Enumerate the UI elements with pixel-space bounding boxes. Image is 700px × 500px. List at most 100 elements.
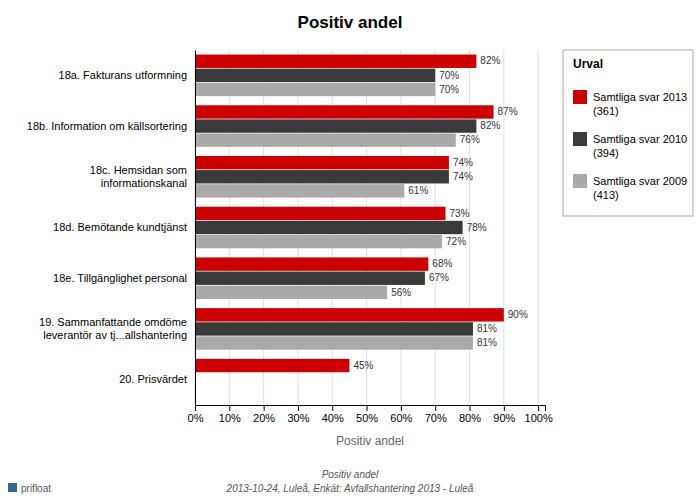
x-tick: 30% [287, 405, 309, 424]
x-tick-mark [264, 405, 265, 411]
data-label: 76% [460, 134, 480, 145]
bar [195, 156, 449, 169]
footer: Positiv andel [322, 469, 379, 480]
x-tick: 10% [219, 405, 241, 424]
bar [195, 133, 456, 146]
data-label: 70% [439, 84, 459, 95]
bar [195, 257, 428, 270]
y-tick-label: 18e. Tillgänglighet personal [53, 272, 187, 284]
bar [195, 286, 387, 299]
bar [195, 308, 504, 321]
bar [195, 119, 476, 132]
bar [195, 359, 349, 372]
x-tick-label: 30% [287, 412, 309, 424]
data-label: 74% [453, 157, 473, 168]
x-tick-label: 90% [493, 412, 515, 424]
x-tick: 100% [525, 405, 553, 424]
x-tick: 50% [356, 405, 378, 424]
y-tick: 19. Sammanfattande omdömeleverantör av t… [39, 316, 195, 341]
legend: Urval Samtliga svar 2013(361) Samtliga sva… [563, 50, 693, 216]
legend-swatch [573, 174, 587, 188]
grid-line [538, 50, 539, 405]
data-label: 73% [449, 208, 469, 219]
bar [195, 55, 476, 68]
legend-item: Samtliga svar 2009(413) [573, 174, 687, 201]
x-tick-label: 50% [356, 412, 378, 424]
title: Positiv andel [298, 13, 403, 32]
grid [195, 50, 538, 405]
x-tick-label: 40% [322, 412, 344, 424]
data-label: 45% [353, 360, 373, 371]
bar [195, 105, 494, 118]
x-tick-label: 10% [219, 412, 241, 424]
y-tick: 18b. Information om källsortering [27, 120, 195, 132]
x-tick: 60% [390, 405, 412, 424]
data-label: 82% [480, 120, 500, 131]
bar [195, 69, 435, 82]
y-tick: 18d. Bemötande kundtjänst [53, 221, 195, 233]
legend-swatch [573, 90, 587, 104]
x-tick-label: 20% [253, 412, 275, 424]
footer: 2013-10-24, Luleå, Enkät: Avfallshanteri… [226, 483, 474, 494]
x-tick-label: 60% [390, 412, 412, 424]
logo-mark [8, 483, 17, 492]
x-tick-mark [367, 405, 368, 411]
data-label: 67% [429, 272, 449, 283]
x-tick-mark [195, 405, 196, 411]
y-tick-label: 18a. Fakturans utformning [59, 69, 187, 81]
x-tick-label: 100% [525, 412, 553, 424]
y-tick-label: 18c. Hemsidan sominformationskanal [90, 164, 187, 189]
y-tick-label: 18d. Bemötande kundtjänst [53, 221, 187, 233]
x-tick-label: 80% [459, 412, 481, 424]
x-tick-mark [229, 405, 230, 411]
bars [195, 55, 504, 373]
x-tick: 70% [425, 405, 447, 424]
legend-label: Samtliga svar 2013(361) [593, 91, 687, 117]
bar [195, 207, 445, 220]
bar [195, 221, 463, 234]
data-label: 78% [467, 222, 487, 233]
y-tick-label: 20. Prisvärdet [119, 373, 187, 385]
y-tick: 18a. Fakturans utformning [59, 69, 195, 81]
x-tick: 20% [253, 405, 275, 424]
data-label: 81% [477, 323, 497, 334]
legend-label: Samtliga svar 2010(394) [593, 133, 687, 159]
data-label: 81% [477, 337, 497, 348]
legend-box [563, 50, 693, 216]
bar [195, 184, 404, 197]
y-axis-line [195, 51, 196, 406]
bar [195, 272, 425, 285]
x-axis-title: Positiv andel [336, 434, 404, 448]
x-tick-mark [332, 405, 333, 411]
data-labels: 45%90%68%73%74%87%82%81%67%78%74%82%70%8… [353, 55, 528, 370]
y-tick-label: 19. Sammanfattande omdömeleverantör av t… [39, 316, 187, 341]
x-tick-mark [298, 405, 299, 411]
x-tick-mark [470, 405, 471, 411]
y-axis: 20. Prisvärdet 19. Sammanfattande omdömel… [27, 51, 196, 406]
data-label: 70% [439, 70, 459, 81]
bar [195, 235, 442, 248]
x-axis: 0% 10% 20% 30% 40% 50% 60% 70% 80% 90% 100% [188, 405, 553, 424]
y-tick-label: 18b. Information om källsortering [27, 120, 187, 132]
data-label: 56% [391, 287, 411, 298]
chart: Positiv andel45%90%68%73%74%87%82%81%67%… [0, 0, 700, 500]
bar [195, 83, 435, 96]
data-label: 61% [408, 185, 428, 196]
grid-line [195, 50, 196, 405]
x-tick-mark [504, 405, 505, 411]
data-label: 74% [453, 171, 473, 182]
x-tick-mark [538, 405, 539, 411]
x-tick-label: 70% [425, 412, 447, 424]
legend-label: Samtliga svar 2009(413) [593, 175, 687, 201]
grid-line [503, 50, 504, 405]
x-tick: 0% [188, 405, 204, 424]
data-label: 82% [480, 55, 500, 66]
x-tick: 80% [459, 405, 481, 424]
data-label: 72% [446, 236, 466, 247]
x-axis-line [196, 406, 546, 412]
bar [195, 336, 473, 349]
legend-title: Urval [573, 57, 603, 71]
bar [195, 322, 473, 335]
y-tick: 20. Prisvärdet [119, 373, 195, 385]
logo: prifloat [21, 483, 51, 494]
